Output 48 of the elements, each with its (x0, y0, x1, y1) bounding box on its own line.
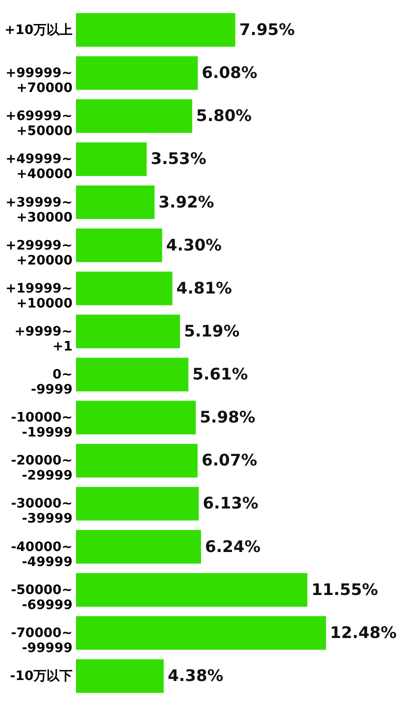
bar (76, 13, 236, 47)
bar (76, 486, 199, 521)
data-label: 5.19% (184, 321, 240, 340)
data-label: 6.13% (202, 494, 258, 513)
data-label: 4.30% (166, 235, 222, 254)
y-tick-label: +39999~ +30000 (5, 195, 72, 226)
y-tick-label: -40000~ -49999 (10, 540, 72, 570)
y-tick-label: +49999~ +40000 (5, 152, 72, 182)
data-label: 6.24% (205, 536, 261, 556)
y-tick-label: -10万以下 (10, 669, 72, 684)
y-tick-label: -30000~ -39999 (10, 496, 72, 527)
bar (76, 444, 198, 478)
bar (76, 573, 308, 607)
bar (76, 142, 147, 176)
y-tick-label: +69999~ +50000 (5, 109, 72, 140)
y-tick-label: +99999~ +70000 (5, 66, 72, 96)
y-tick-label: -50000~ -69999 (10, 582, 72, 613)
bar (76, 659, 164, 693)
y-tick-label: -20000~ -29999 (10, 454, 72, 484)
y-tick-label: -70000~ -99999 (10, 626, 72, 656)
y-tick-label: +19999~ +10000 (5, 281, 72, 312)
y-tick-label: +10万以上 (4, 22, 72, 38)
data-label: 12.48% (330, 622, 397, 642)
y-tick-label: 0~ -9999 (30, 368, 72, 398)
data-label: 5.98% (200, 408, 256, 427)
bar (76, 228, 162, 262)
bar (76, 56, 198, 90)
data-label: 6.08% (202, 63, 258, 82)
y-tick-label: +9999~ +1 (14, 324, 72, 354)
data-label: 5.80% (196, 106, 252, 126)
data-label: 3.53% (150, 149, 206, 168)
bar (76, 99, 192, 133)
data-label: 11.55% (311, 580, 378, 599)
y-tick-label: +29999~ +20000 (5, 238, 72, 268)
data-label: 4.81% (176, 278, 232, 298)
data-label: 5.61% (192, 364, 248, 384)
bar (76, 272, 172, 306)
data-label: 3.92% (158, 192, 214, 212)
data-label: 6.07% (202, 450, 258, 470)
bar (76, 616, 326, 650)
bar (76, 358, 188, 392)
data-label: 7.95% (239, 20, 295, 39)
bar (76, 530, 201, 564)
data-label: 4.38% (168, 666, 224, 686)
bar (76, 185, 155, 220)
bar (76, 400, 196, 434)
bar (76, 314, 180, 348)
y-tick-label: -10000~ -19999 (10, 410, 72, 441)
